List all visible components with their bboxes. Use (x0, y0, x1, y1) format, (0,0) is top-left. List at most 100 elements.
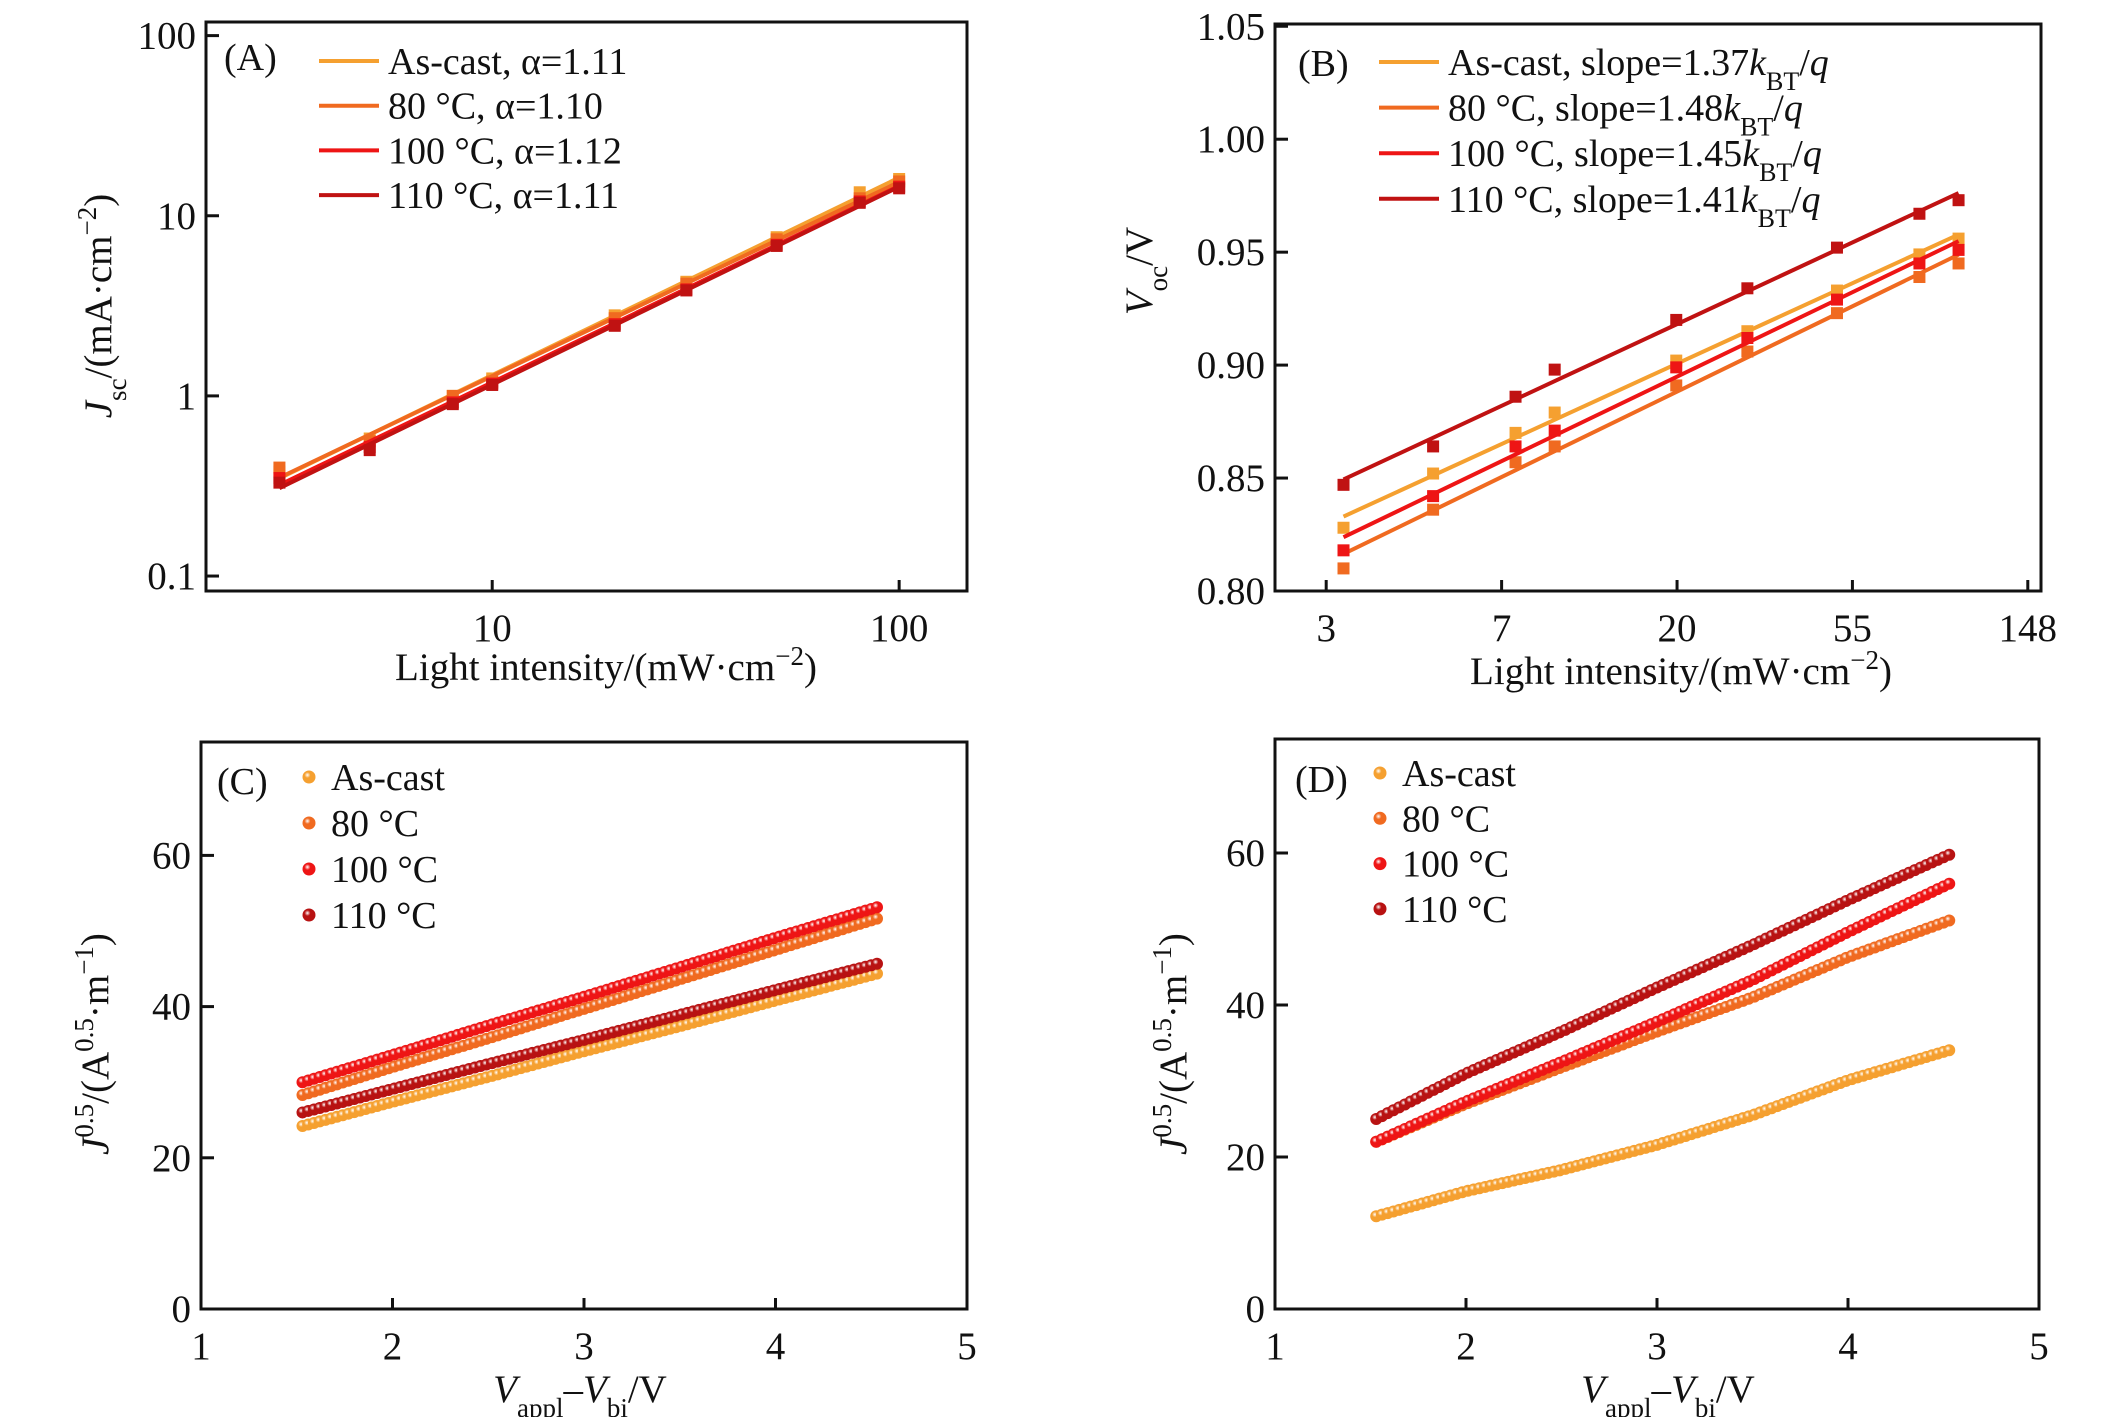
data-point (1670, 379, 1683, 392)
data-point (1741, 331, 1754, 344)
series-3 (1337, 191, 1965, 491)
data-point (1509, 426, 1522, 439)
x-tick-label: 2 (383, 1325, 403, 1368)
legend-label: 100 °C, slope=1.45kBT/q (1448, 133, 1822, 187)
data-point (770, 239, 783, 252)
xlabel-part: appl (1605, 1393, 1652, 1417)
y-tick-label: 1.00 (1197, 118, 1265, 161)
x-axis-title: Light intensity/(mW·cm−2) (1470, 645, 1892, 693)
xlabel-part: Light intensity/(mW·cm (395, 646, 775, 689)
ylabel-part: −1 (1147, 946, 1177, 975)
legend-label-text: 110 °C, slope=1.41 (1448, 179, 1741, 221)
data-point (1913, 271, 1926, 284)
ylabel-part: ) (74, 933, 117, 946)
x-tick-label: 2 (1456, 1325, 1476, 1368)
data-point (1952, 243, 1965, 256)
y-tick-label: 0 (1246, 1288, 1266, 1331)
legend-label: 100 °C, α=1.12 (388, 130, 622, 172)
xlabel-part: −2 (775, 641, 804, 671)
data-point (1830, 241, 1843, 254)
legend-label-text: 80 °C, slope=1.48 (1448, 88, 1723, 130)
y-tick-label: 0.85 (1197, 457, 1265, 500)
y-tick-label: 100 (138, 15, 197, 58)
xlabel-part: /V (628, 1368, 667, 1411)
data-point (1830, 284, 1843, 297)
legend-label: As-cast (1402, 753, 1516, 795)
legend-label: 80 °C, slope=1.48kBT/q (1448, 88, 1803, 142)
xlabel-part: bi (1695, 1393, 1716, 1417)
data-point (1943, 1044, 1956, 1057)
xlabel-part: bi (607, 1393, 628, 1417)
ylabel-part: ·m (74, 975, 117, 1018)
fit-line (1342, 191, 1960, 482)
data-point (1337, 521, 1350, 534)
series-1 (1337, 252, 1965, 575)
x-tick-label: 5 (957, 1325, 977, 1368)
legend-label-text: 110 °C (331, 895, 437, 937)
data-point (1509, 390, 1522, 403)
legend-marker (1373, 902, 1387, 916)
data-point (1337, 544, 1350, 557)
legend-item: 80 °C, slope=1.48kBT/q (1379, 88, 1803, 142)
data-point (1943, 848, 1956, 861)
data-point (1952, 194, 1965, 207)
legend-item: 80 °C (302, 803, 419, 845)
fit-line (278, 180, 901, 480)
legend-label: 100 °C (331, 849, 438, 891)
data-point (1337, 478, 1350, 491)
y-tick-label: 0.95 (1197, 231, 1265, 274)
legend-marker (1373, 857, 1387, 871)
ylabel-part: 0.5 (1147, 1018, 1177, 1052)
series-0 (273, 172, 906, 481)
legend-label-text: 80 °C, α=1.10 (388, 86, 603, 128)
x-tick-label: 3 (574, 1325, 594, 1368)
legend-unit-k: k (1723, 88, 1741, 130)
legend-item: 110 °C (1373, 889, 1508, 931)
legend-item: 110 °C, α=1.11 (319, 175, 619, 217)
panel-b: 3 7 20 55 148 0.80 0.85 0.90 0.95 1.00 1.05 As-cast… (1118, 5, 2057, 693)
legend-marker (302, 908, 316, 922)
ylabel-part: 0.5 (1147, 1104, 1177, 1138)
data-point (893, 182, 906, 195)
data-point (1548, 406, 1561, 419)
x-tick-label: 3 (1316, 607, 1336, 650)
ylabel-part: ) (77, 194, 120, 207)
ylabel-part: −2 (72, 207, 102, 236)
legend-item: 110 °C (302, 895, 437, 937)
y-tick-label: 0.1 (147, 555, 196, 598)
panel-label: (D) (1295, 759, 1348, 801)
legend-item: 100 °C (1373, 844, 1509, 886)
legend-unit-slash: / (1773, 88, 1784, 130)
series-1 (1370, 914, 1956, 1148)
legend-label-text: As-cast, slope=1.37 (1448, 42, 1749, 84)
plot-frame (204, 20, 969, 593)
plot-frame (1273, 737, 2041, 1311)
fit-line (278, 184, 901, 490)
data-point (1509, 440, 1522, 453)
plot-area (273, 172, 906, 490)
legend-marker (1373, 766, 1387, 780)
legend-unit-sub: BT (1766, 67, 1799, 96)
x-axis-title: Vappl–Vbi/V (493, 1368, 667, 1417)
legend-label: 80 °C (1402, 798, 1490, 840)
data-point (363, 444, 376, 457)
legend-label-text: 100 °C, slope=1.45 (1448, 133, 1742, 175)
legend-unit-sub: BT (1759, 158, 1792, 187)
legend-unit-q: q (1810, 42, 1829, 84)
panel-label: (C) (217, 761, 268, 803)
plot-frame (1273, 22, 2043, 593)
x-tick-label: 148 (1999, 607, 2058, 650)
y-tick-label: 1.05 (1197, 5, 1265, 48)
y-tick-label: 0.80 (1197, 570, 1265, 613)
series-3 (296, 957, 883, 1119)
legend-label-text: 110 °C, α=1.11 (388, 175, 619, 217)
data-point (1943, 914, 1956, 927)
fit-line (1342, 239, 1960, 540)
ylabel-part: ) (1152, 933, 1195, 946)
legend-unit-k: k (1741, 179, 1759, 221)
ylabel-part: −1 (69, 946, 99, 975)
ylabel-part: /(A (74, 1052, 117, 1104)
series-3 (1370, 848, 1956, 1125)
data-point (1670, 361, 1683, 374)
